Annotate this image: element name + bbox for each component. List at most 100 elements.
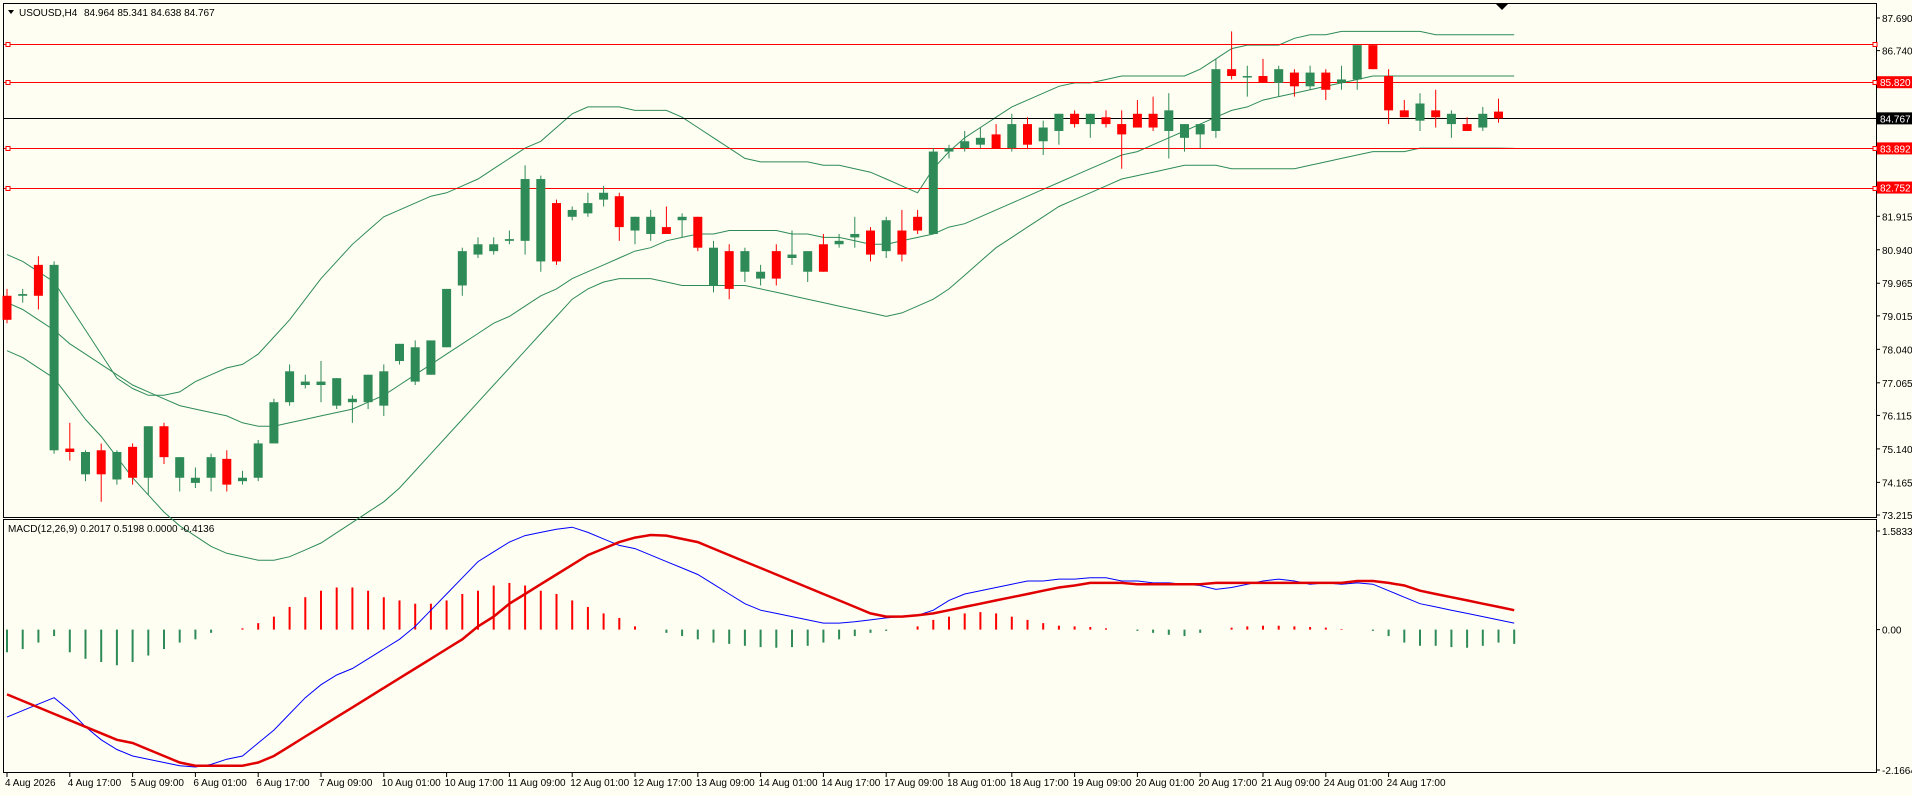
candle-body bbox=[724, 251, 734, 289]
candle-body bbox=[850, 233, 860, 238]
candle-body bbox=[928, 151, 938, 234]
candle-body bbox=[944, 148, 954, 152]
y-tick-label: 73.215 bbox=[1882, 511, 1912, 522]
candle-body bbox=[1227, 69, 1237, 77]
x-tick-label: 24 Aug 01:00 bbox=[1324, 778, 1383, 789]
macd-signal-line bbox=[6, 533, 1515, 767]
candle-body bbox=[1101, 117, 1111, 125]
bollinger-bands bbox=[6, 30, 1515, 561]
candle-body bbox=[206, 457, 216, 478]
candle-body bbox=[552, 203, 561, 262]
y-tick-label: 80.940 bbox=[1882, 246, 1912, 257]
level-handle-left[interactable] bbox=[5, 42, 11, 47]
candle-body bbox=[190, 477, 200, 483]
horizontal-levels[interactable] bbox=[4, 42, 1878, 191]
level-handle-left[interactable] bbox=[5, 146, 11, 151]
level-handle-right[interactable] bbox=[1872, 80, 1878, 85]
candle-body bbox=[1070, 113, 1080, 125]
candle-body bbox=[300, 381, 310, 386]
macd-y-tick-label: 0.00 bbox=[1882, 626, 1902, 637]
chart-menu-triangle-icon[interactable] bbox=[8, 10, 14, 14]
candle-body bbox=[128, 446, 138, 478]
candle-body bbox=[614, 196, 624, 228]
candle-body bbox=[599, 192, 609, 200]
candle-body bbox=[1431, 110, 1441, 118]
candle-body bbox=[285, 371, 295, 403]
candle-body bbox=[536, 179, 546, 262]
candle-body bbox=[693, 216, 703, 248]
candle-body bbox=[1195, 124, 1205, 135]
candle-body bbox=[269, 402, 279, 444]
level-price-tag bbox=[1877, 181, 1912, 194]
macd-pane-frame bbox=[3, 519, 1877, 773]
candle-body bbox=[504, 239, 514, 241]
x-tick-label: 21 Aug 09:00 bbox=[1261, 778, 1320, 789]
candle-body bbox=[347, 398, 357, 403]
candle-body bbox=[1007, 124, 1017, 149]
candle-body bbox=[489, 244, 499, 252]
time-axis: 4 Aug 2026 4 Aug 17:00 5 Aug 09:00 6 Aug 01… bbox=[5, 773, 1446, 789]
candle-body bbox=[1305, 72, 1315, 87]
candle-body bbox=[709, 247, 718, 286]
macd-indicator bbox=[6, 526, 1516, 768]
level-handle-right[interactable] bbox=[1872, 146, 1878, 151]
x-tick-label: 6 Aug 01:00 bbox=[193, 778, 247, 789]
candle-body bbox=[897, 230, 907, 255]
y-tick-label: 75.140 bbox=[1882, 445, 1912, 456]
x-tick-label: 18 Aug 17:00 bbox=[1010, 778, 1069, 789]
y-tick-label: 76.115 bbox=[1882, 411, 1912, 422]
bollinger-middle-line bbox=[6, 75, 1515, 427]
y-tick-label: 77.065 bbox=[1882, 379, 1912, 390]
level-handle-right[interactable] bbox=[1872, 42, 1878, 47]
level-handle-left[interactable] bbox=[5, 80, 11, 85]
candle-body bbox=[238, 477, 247, 482]
y-tick-label: 86.740 bbox=[1882, 47, 1912, 58]
candle-body bbox=[520, 179, 530, 241]
candle-body bbox=[143, 426, 153, 478]
candle-body bbox=[787, 254, 797, 259]
candle-body bbox=[661, 227, 671, 234]
chart-shift-marker-icon[interactable] bbox=[1496, 4, 1508, 10]
symbol-title: USOUSD,H4 bbox=[19, 8, 78, 19]
candle-body bbox=[881, 220, 891, 252]
x-tick-label: 5 Aug 09:00 bbox=[131, 778, 185, 789]
candle-body bbox=[834, 240, 844, 245]
candle-body bbox=[2, 295, 12, 320]
candle-body bbox=[1289, 72, 1299, 87]
candle-body bbox=[740, 251, 750, 272]
candle-body bbox=[1038, 127, 1048, 142]
candle-body bbox=[803, 251, 813, 272]
candle-body bbox=[112, 451, 122, 480]
candle-body bbox=[1148, 113, 1158, 128]
candle-body bbox=[1023, 124, 1032, 145]
level-price-tag bbox=[1877, 142, 1912, 155]
x-tick-label: 24 Aug 17:00 bbox=[1387, 778, 1446, 789]
level-price-label: 85.820 bbox=[1880, 78, 1911, 89]
y-tick-label: 78.040 bbox=[1882, 345, 1912, 356]
x-tick-label: 7 Aug 09:00 bbox=[319, 778, 373, 789]
candle-body bbox=[1446, 113, 1456, 125]
bollinger-upper-line bbox=[6, 30, 1515, 396]
y-tick-label: 81.915 bbox=[1882, 212, 1912, 223]
candle-body bbox=[756, 271, 766, 279]
y-tick-label: 87.690 bbox=[1882, 14, 1912, 25]
macd-main-line bbox=[6, 526, 1515, 768]
candle-body bbox=[65, 448, 75, 452]
x-tick-label: 4 Aug 2026 bbox=[5, 778, 56, 789]
candle-body bbox=[1274, 69, 1284, 83]
x-tick-label: 17 Aug 09:00 bbox=[884, 778, 943, 789]
y-tick-label: 79.015 bbox=[1882, 312, 1912, 323]
level-handle-left[interactable] bbox=[5, 186, 11, 191]
x-tick-label: 10 Aug 01:00 bbox=[382, 778, 441, 789]
level-handle-right[interactable] bbox=[1872, 186, 1878, 191]
candle-body bbox=[473, 244, 483, 255]
candle-body bbox=[866, 230, 875, 255]
bollinger-lower-line bbox=[6, 147, 1515, 561]
candle-body bbox=[771, 251, 781, 279]
candle-body bbox=[18, 294, 28, 296]
candle-body bbox=[33, 264, 43, 296]
